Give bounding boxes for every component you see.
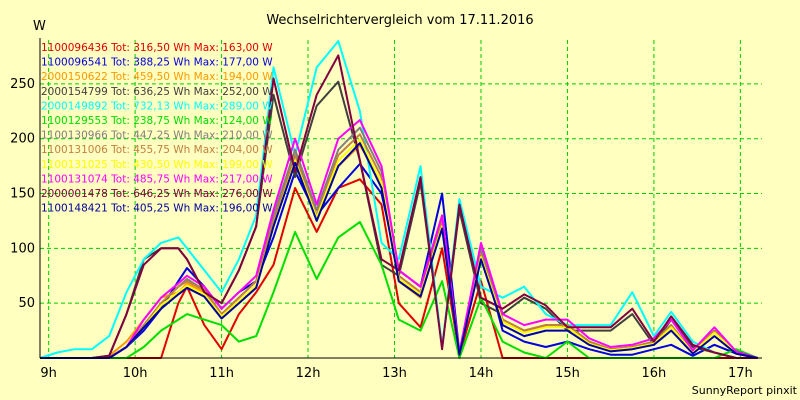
x-tick-label: 12h — [296, 366, 321, 381]
x-tick-label: 13h — [382, 366, 407, 381]
series-line-10 — [40, 54, 758, 359]
legend-entry: 2000150622 Tot: 459,50 Wh Max: 194,00 W — [41, 71, 273, 83]
legend-entry: 1100131074 Tot: 485,75 Wh Max: 217,00 W — [41, 173, 273, 185]
legend-entry: 1100130966 Tot: 447,25 Wh Max: 210,00 W — [41, 130, 273, 142]
y-tick-label: 100 — [10, 241, 35, 256]
axes — [39, 38, 762, 359]
tick-labels: 9h 10h 11h 12h 13h 14h 15h 16h 17h 50 100 150 200 250 — [10, 77, 753, 381]
legend-entry: 1100096436 Tot: 316,50 Wh Max: 163,00 W — [41, 42, 273, 54]
y-tick-label: 50 — [18, 296, 35, 311]
y-tick-label: 250 — [10, 77, 35, 92]
legend-entry: 1100148421 Tot: 405,25 Wh Max: 196,00 W — [41, 203, 273, 215]
series-line-9 — [40, 119, 758, 359]
legend-entry: 1100131006 Tot: 455,75 Wh Max: 204,00 W — [41, 144, 273, 156]
x-tick-label: 9h — [40, 366, 57, 381]
legend: 1100096436 Tot: 316,50 Wh Max: 163,00 W 1… — [41, 42, 273, 215]
x-tick-label: 15h — [555, 366, 580, 381]
x-tick-label: 17h — [728, 366, 753, 381]
legend-entry: 1100131025 Tot: 430,50 Wh Max: 199,00 W — [41, 159, 273, 171]
chart-title: Wechselrichtervergleich vom 17.11.2016 — [266, 13, 533, 28]
legend-entry: 2000149892 Tot: 732,13 Wh Max: 289,00 W — [41, 100, 273, 112]
y-tick-label: 150 — [10, 187, 35, 202]
series-line-11 — [40, 142, 758, 359]
legend-entry: 2000154799 Tot: 636,25 Wh Max: 252,00 W — [41, 86, 273, 98]
legend-entry: 1100096541 Tot: 388,25 Wh Max: 177,00 W — [41, 57, 273, 69]
x-tick-label: 16h — [642, 366, 667, 381]
x-tick-label: 14h — [469, 366, 494, 381]
legend-entry: 2000001478 Tot: 646,25 Wh Max: 276,00 W — [41, 188, 273, 200]
y-tick-label: 200 — [10, 132, 35, 147]
footer-credit: SunnyReport pinxit — [692, 384, 798, 397]
series-line-4 — [39, 40, 758, 359]
legend-entry: 1100129553 Tot: 238,75 Wh Max: 124,00 W — [41, 115, 273, 127]
series-line-7 — [40, 133, 758, 359]
x-tick-label: 11h — [209, 366, 234, 381]
y-axis-label: W — [33, 19, 46, 34]
x-tick-label: 10h — [123, 366, 148, 381]
